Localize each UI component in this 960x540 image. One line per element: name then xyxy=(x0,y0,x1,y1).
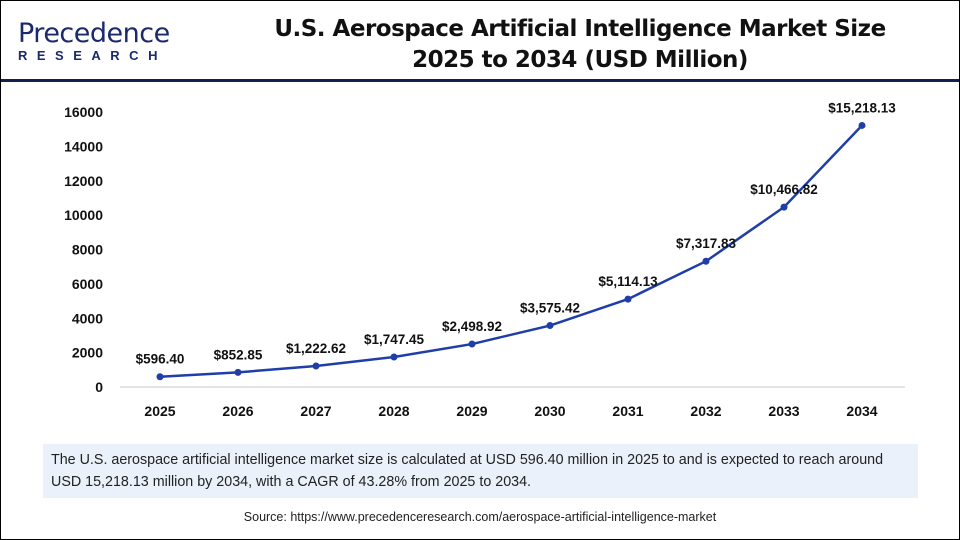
series-line xyxy=(159,124,863,378)
logo: Precedence RESEARCH xyxy=(18,18,170,64)
x-tick-label: 2033 xyxy=(768,403,799,419)
data-label: $596.40 xyxy=(136,352,185,367)
y-tick-label: 10000 xyxy=(64,207,103,223)
data-label: $5,114.13 xyxy=(598,274,658,289)
data-point xyxy=(468,340,476,348)
source-text: Source: https://www.precedenceresearch.c… xyxy=(243,510,717,524)
data-label: $10,466.82 xyxy=(750,182,818,197)
data-label: $1,747.45 xyxy=(364,332,425,347)
x-tick-label: 2028 xyxy=(378,403,409,419)
data-point xyxy=(780,203,788,211)
data-point xyxy=(702,257,710,265)
y-tick-label: 16000 xyxy=(64,104,103,120)
y-tick-label: 4000 xyxy=(72,310,103,326)
data-label: $7,317.83 xyxy=(676,236,737,251)
chart-title: U.S. Aerospace Artificial Intelligence M… xyxy=(260,14,900,76)
header-divider xyxy=(1,79,959,82)
x-tick-label: 2026 xyxy=(222,403,253,419)
x-tick-label: 2034 xyxy=(846,403,877,419)
data-point xyxy=(234,368,242,376)
data-label: $1,222.62 xyxy=(286,341,346,356)
data-point xyxy=(858,121,866,129)
y-tick-label: 12000 xyxy=(64,173,103,189)
data-label: $2,498.92 xyxy=(442,319,502,334)
data-label: $3,575.42 xyxy=(520,301,580,316)
data-point xyxy=(624,295,632,303)
summary-note: The U.S. aerospace artificial intelligen… xyxy=(43,444,918,498)
logo-name: Precedence xyxy=(18,18,170,49)
y-tick-label: 14000 xyxy=(64,138,103,154)
x-tick-label: 2031 xyxy=(612,403,643,419)
y-tick-label: 6000 xyxy=(72,276,103,292)
x-tick-label: 2030 xyxy=(534,403,565,419)
data-point xyxy=(156,373,164,381)
x-tick-label: 2032 xyxy=(690,403,721,419)
y-tick-label: 0 xyxy=(95,379,103,395)
title-line-2: 2025 to 2034 (USD Million) xyxy=(412,47,748,73)
x-tick-label: 2029 xyxy=(456,403,487,419)
y-tick-label: 8000 xyxy=(72,242,103,258)
data-point xyxy=(390,353,398,361)
title-line-1: U.S. Aerospace Artificial Intelligence M… xyxy=(274,16,886,42)
data-label: $15,218.13 xyxy=(828,100,896,115)
data-point xyxy=(312,362,320,370)
data-point xyxy=(546,322,554,330)
x-tick-label: 2027 xyxy=(300,403,331,419)
x-tick-label: 2025 xyxy=(144,403,175,419)
y-tick-label: 2000 xyxy=(72,345,103,361)
logo-sub: RESEARCH xyxy=(18,48,167,63)
data-label: $852.85 xyxy=(214,347,263,362)
